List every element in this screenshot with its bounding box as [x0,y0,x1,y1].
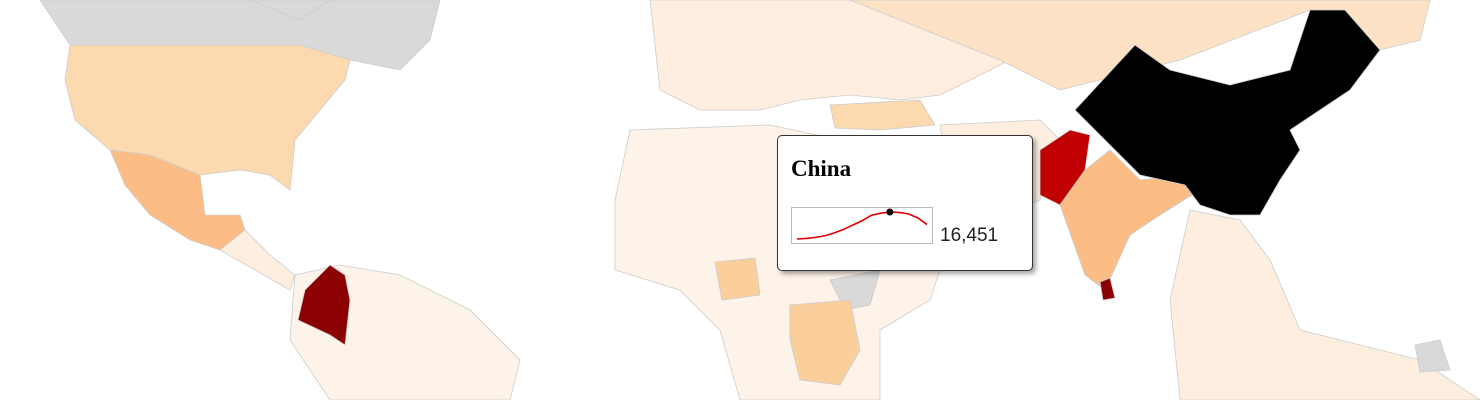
sparkline-line [796,211,928,240]
usa [64,44,351,191]
tooltip: China 16,451 [777,135,1033,271]
nigeria [714,257,761,301]
turkey [829,99,936,131]
tooltip-value: 16,451 [940,225,999,246]
papua [1414,339,1451,373]
sparkline-marker [886,208,894,216]
sri-lanka [1099,277,1116,301]
ethiopia-region [829,269,881,311]
china [1074,9,1381,216]
dr-congo [789,299,861,386]
greenland [249,0,331,21]
sparkline [791,207,933,244]
colombia [297,264,351,346]
tooltip-title: China [791,156,852,181]
